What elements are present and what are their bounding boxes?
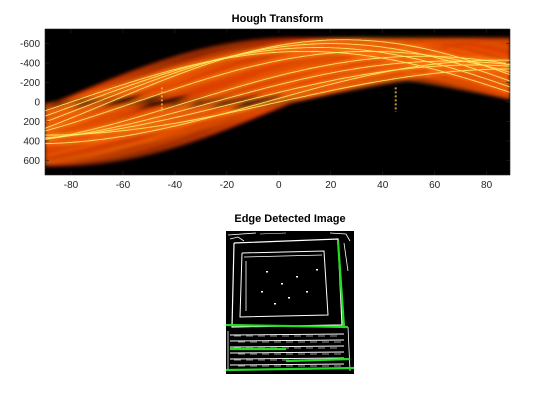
hough-transform-title: Hough Transform (231, 13, 324, 25)
edge-speck-4 (261, 291, 263, 293)
edge-segment-49 (229, 357, 345, 360)
edge-segment-2 (243, 254, 323, 258)
detected-line-0 (226, 323, 349, 329)
hough-transform-chart: -80 -60 -40 -20 0 20 40 60 80-600-400-2000200400… (20, 28, 511, 191)
edge-segment-1 (239, 250, 329, 318)
edge-segment-9 (229, 333, 345, 336)
edge-speck-2 (296, 276, 298, 278)
hough-dominant-curve-4 (45, 55, 510, 140)
hough-dominant-curve-5 (45, 60, 510, 140)
edge-speck-6 (274, 303, 276, 305)
hough-ytick-label-6: 600 (23, 156, 40, 167)
edge-image-background (226, 231, 354, 374)
hough-xtick-label-8: 80 (481, 180, 493, 191)
edge-segment-59 (229, 363, 345, 366)
edge-segment-8 (343, 242, 349, 272)
edge-detected-image (226, 231, 354, 374)
edge-segment-39 (229, 351, 345, 354)
edge-segment-29 (229, 345, 345, 348)
hough-xtick-label-0: -80 (64, 180, 79, 191)
detected-line-2 (226, 366, 354, 372)
hough-dominant-curve-6 (45, 64, 510, 139)
hough-xtick-label-4: 0 (276, 180, 282, 191)
edge-segment-19 (229, 339, 345, 342)
edge-speck-3 (288, 297, 290, 299)
hough-dominant-curve-1 (45, 47, 510, 117)
edge-detected-image-title: Edge Detected Image (234, 213, 346, 225)
hough-ytick-label-3: 0 (34, 98, 40, 109)
edge-segment-5 (229, 236, 245, 242)
detected-line-1 (336, 240, 346, 328)
edge-segment-7 (329, 232, 351, 242)
hough-xtick-label-6: 40 (377, 180, 389, 191)
hough-dominant-curve-8 (45, 50, 510, 132)
edge-white-edges (227, 232, 351, 372)
hough-dominant-curve-2 (45, 50, 510, 112)
hough-dominant-curve-3 (45, 39, 510, 129)
edge-speck-1 (281, 283, 283, 285)
edge-speck-7 (316, 269, 318, 271)
hough-xtick-label-5: 20 (325, 180, 337, 191)
edge-segment-70 (347, 326, 351, 372)
edge-speck-0 (266, 271, 268, 273)
hough-axes: -80 -60 -40 -20 0 20 40 60 80-600-400-2000200400… (20, 28, 511, 191)
hough-curves-group (45, 37, 510, 167)
hough-ytick-label-5: 400 (23, 136, 40, 147)
hough-ytick-label-1: -400 (20, 59, 40, 70)
detected-green-lines (226, 240, 354, 372)
edge-speck-5 (306, 291, 308, 293)
hough-xtick-label-1: -60 (116, 180, 131, 191)
hough-xtick-label-7: 60 (429, 180, 441, 191)
hough-xtick-label-2: -40 (168, 180, 183, 191)
detected-line-4 (285, 357, 351, 363)
hough-ytick-label-4: 200 (23, 117, 40, 128)
hough-curve-239 (45, 37, 510, 165)
hough-dominant-curve-7 (45, 59, 510, 145)
hough-ytick-label-2: -200 (20, 78, 40, 89)
hough-sharp-layer (45, 39, 510, 145)
hough-xtick-label-3: -20 (220, 180, 235, 191)
edge-segment-6 (259, 232, 287, 235)
hough-curve-238 (45, 37, 510, 162)
hough-dominant-curve-9 (45, 68, 510, 136)
edge-segment-0 (231, 238, 343, 328)
hough-ytick-label-0: -600 (20, 39, 40, 50)
edge-segment-4 (227, 232, 257, 236)
